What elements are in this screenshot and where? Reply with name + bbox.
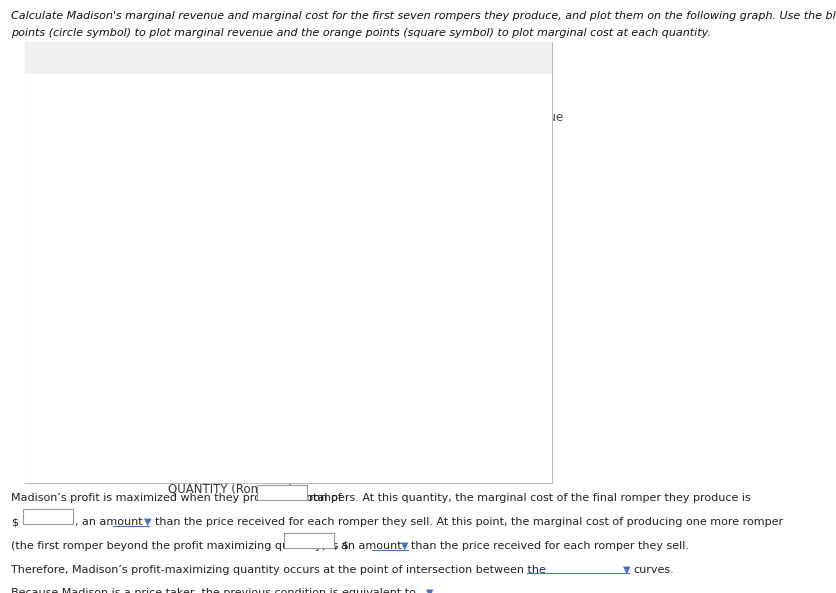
Text: ▼: ▼ [401, 541, 409, 551]
X-axis label: QUANTITY (Rompers): QUANTITY (Rompers) [167, 483, 293, 496]
Text: than the price received for each romper they sell.: than the price received for each romper … [411, 541, 690, 551]
Text: (the first romper beyond the profit maximizing quantity) is $: (the first romper beyond the profit maxi… [11, 541, 349, 551]
Text: .: . [438, 588, 441, 593]
Circle shape [507, 45, 539, 71]
Text: points (circle symbol) to plot marginal revenue and the orange points (square sy: points (circle symbol) to plot marginal … [11, 28, 711, 39]
Text: Therefore, Madison’s profit-maximizing quantity occurs at the point of intersect: Therefore, Madison’s profit-maximizing q… [11, 565, 546, 575]
Text: than the price received for each romper they sell. At this point, the marginal c: than the price received for each romper … [155, 517, 782, 527]
Text: ▼: ▼ [144, 517, 151, 527]
Text: Because Madison is a price taker, the previous condition is equivalent to: Because Madison is a price taker, the pr… [11, 588, 415, 593]
Text: curves.: curves. [634, 565, 675, 575]
Text: , an amount: , an amount [334, 541, 402, 551]
Text: , an amount: , an amount [75, 517, 143, 527]
Text: $: $ [11, 517, 18, 527]
Text: Marginal Cost: Marginal Cost [456, 192, 538, 205]
Text: ▼: ▼ [426, 588, 434, 593]
Text: rompers. At this quantity, the marginal cost of the final romper they produce is: rompers. At this quantity, the marginal … [309, 493, 751, 503]
Text: ?: ? [519, 51, 528, 65]
Y-axis label: COSTS AND REVENUE (Dollars per romper): COSTS AND REVENUE (Dollars per romper) [33, 158, 43, 381]
Text: Calculate Madison's marginal revenue and marginal cost for the first seven rompe: Calculate Madison's marginal revenue and… [11, 11, 836, 21]
Text: Madison’s profit is maximized when they produce a total of: Madison’s profit is maximized when they … [11, 493, 342, 503]
Text: Marginal Revenue: Marginal Revenue [456, 111, 563, 125]
Text: ▼: ▼ [623, 565, 630, 575]
